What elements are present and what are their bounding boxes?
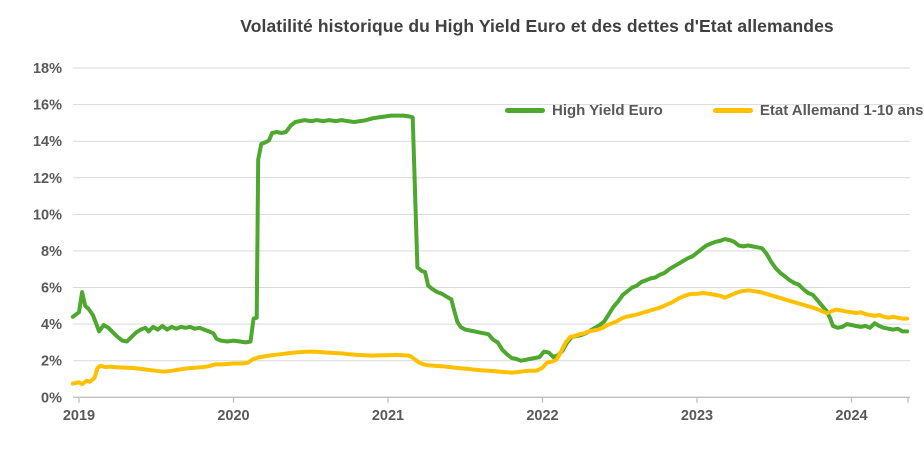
x-axis-tick-label: 2024	[835, 408, 867, 424]
y-axis-tick-label: 4%	[41, 317, 62, 333]
y-axis-tick-label: 8%	[41, 244, 62, 260]
x-axis-tick-label: 2023	[681, 408, 713, 424]
y-axis-tick-label: 16%	[33, 98, 62, 114]
y-axis-tick-label: 14%	[33, 134, 62, 150]
y-axis-tick-label: 2%	[41, 354, 62, 370]
y-axis-tick-label: 10%	[33, 207, 62, 223]
y-axis-tick-label: 12%	[33, 171, 62, 187]
x-axis-tick-label: 2020	[217, 408, 249, 424]
legend-item-etat-allemand: Etat Allemand 1-10 ans	[712, 102, 924, 119]
x-axis-tick-label: 2019	[63, 408, 95, 424]
chart-legend: High Yield Euro Etat Allemand 1-10 ans	[505, 102, 924, 119]
x-axis-tick-label: 2021	[372, 408, 404, 424]
y-axis-tick-label: 18%	[33, 61, 62, 77]
chart-title: Volatilité historique du High Yield Euro…	[240, 16, 834, 36]
series-line-etat-allemand	[70, 288, 910, 387]
legend-label-high-yield-euro: High Yield Euro	[552, 102, 663, 119]
y-axis-tick-label: 6%	[41, 281, 62, 297]
etat-allemand-line-swatch	[712, 108, 753, 113]
y-axis-tick-label: 0%	[41, 390, 62, 406]
legend-item-high-yield-euro: High Yield Euro	[505, 102, 663, 119]
high-yield-euro-line-swatch	[505, 108, 545, 113]
x-axis-tick-label: 2022	[526, 408, 558, 424]
legend-label-etat-allemand: Etat Allemand 1-10 ans	[759, 102, 924, 119]
series-line-high-yield-euro	[70, 113, 910, 363]
